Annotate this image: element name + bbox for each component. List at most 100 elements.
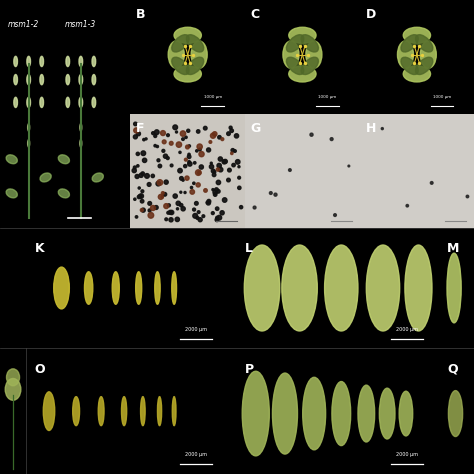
Ellipse shape [161, 130, 165, 136]
Ellipse shape [221, 138, 224, 141]
Text: 2000 μm: 2000 μm [396, 327, 418, 332]
Ellipse shape [140, 200, 144, 203]
Text: H: H [365, 122, 376, 135]
Ellipse shape [239, 206, 243, 209]
Ellipse shape [40, 56, 44, 66]
Ellipse shape [173, 194, 177, 198]
Ellipse shape [178, 168, 182, 173]
Ellipse shape [466, 195, 469, 198]
Ellipse shape [193, 213, 198, 218]
Ellipse shape [66, 56, 70, 66]
Ellipse shape [198, 218, 202, 222]
Ellipse shape [220, 211, 224, 215]
Ellipse shape [401, 35, 418, 52]
Ellipse shape [162, 149, 165, 152]
Point [296, 42, 304, 49]
Ellipse shape [206, 201, 208, 203]
Ellipse shape [406, 204, 409, 207]
Ellipse shape [188, 153, 190, 155]
Ellipse shape [92, 74, 96, 85]
Ellipse shape [209, 141, 212, 143]
Ellipse shape [306, 41, 322, 68]
Ellipse shape [195, 170, 201, 175]
Ellipse shape [143, 138, 145, 141]
Ellipse shape [234, 150, 237, 152]
Ellipse shape [218, 136, 221, 139]
Ellipse shape [136, 152, 139, 155]
Ellipse shape [7, 369, 19, 386]
Ellipse shape [203, 127, 207, 130]
Ellipse shape [79, 97, 82, 108]
Point [416, 42, 423, 49]
Ellipse shape [5, 379, 21, 400]
Ellipse shape [183, 164, 187, 168]
Ellipse shape [145, 138, 147, 140]
Bar [237, 232, 446, 348]
Bar [360, 0, 474, 114]
Ellipse shape [193, 182, 195, 184]
Text: 2000 μm: 2000 μm [185, 327, 207, 332]
Ellipse shape [175, 131, 178, 133]
Bar [130, 0, 245, 114]
Ellipse shape [289, 27, 316, 43]
Ellipse shape [174, 27, 201, 43]
Ellipse shape [185, 145, 189, 149]
Ellipse shape [141, 208, 145, 212]
Ellipse shape [166, 157, 169, 160]
Ellipse shape [154, 145, 156, 147]
Ellipse shape [196, 217, 199, 219]
Ellipse shape [84, 272, 93, 304]
Ellipse shape [193, 162, 196, 164]
Text: D: D [365, 8, 376, 21]
Ellipse shape [187, 155, 191, 158]
Ellipse shape [213, 190, 218, 194]
Ellipse shape [283, 41, 299, 68]
Ellipse shape [169, 218, 173, 222]
Ellipse shape [403, 27, 430, 43]
Ellipse shape [180, 176, 183, 180]
Ellipse shape [133, 135, 137, 139]
Point [410, 60, 418, 67]
Ellipse shape [184, 191, 186, 193]
Ellipse shape [66, 74, 70, 85]
Ellipse shape [227, 178, 230, 182]
Point [418, 51, 426, 58]
Ellipse shape [155, 130, 159, 135]
Ellipse shape [157, 397, 162, 426]
Text: 2000 μm: 2000 μm [185, 452, 207, 457]
Ellipse shape [172, 272, 176, 304]
Ellipse shape [139, 194, 144, 198]
Ellipse shape [448, 391, 463, 437]
Ellipse shape [403, 66, 430, 82]
Ellipse shape [152, 132, 155, 135]
Ellipse shape [14, 74, 18, 85]
Ellipse shape [164, 154, 168, 158]
Ellipse shape [192, 208, 196, 211]
Ellipse shape [289, 169, 291, 172]
Ellipse shape [143, 158, 147, 163]
Point [301, 42, 309, 49]
Ellipse shape [191, 41, 207, 68]
Ellipse shape [170, 210, 174, 215]
Ellipse shape [180, 191, 182, 193]
Ellipse shape [186, 57, 204, 74]
Ellipse shape [273, 373, 298, 454]
Ellipse shape [229, 126, 232, 129]
Ellipse shape [227, 132, 230, 136]
Ellipse shape [170, 164, 173, 167]
Ellipse shape [210, 162, 212, 164]
Ellipse shape [173, 125, 178, 130]
Ellipse shape [134, 128, 139, 133]
Ellipse shape [194, 201, 198, 205]
Ellipse shape [176, 201, 181, 206]
Ellipse shape [121, 397, 127, 426]
Ellipse shape [213, 171, 216, 173]
Bar [360, 114, 474, 228]
Ellipse shape [139, 173, 143, 177]
Ellipse shape [165, 218, 168, 221]
Ellipse shape [187, 129, 190, 132]
Ellipse shape [216, 168, 219, 171]
Ellipse shape [92, 97, 96, 108]
Ellipse shape [184, 158, 187, 161]
Ellipse shape [79, 56, 82, 66]
